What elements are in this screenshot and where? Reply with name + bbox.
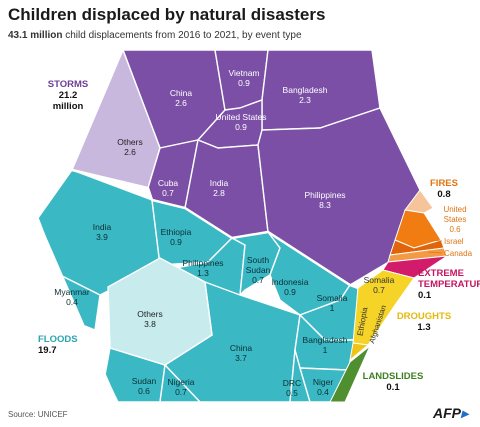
source-note: Source: UNICEF: [8, 410, 68, 419]
fires-label-canada: Canada: [444, 249, 473, 258]
landslides-cell: [329, 345, 371, 403]
extreme-category-name: TEMPERATURES: [418, 279, 480, 290]
floods-label-drc: DRC 0.5: [283, 378, 301, 398]
fires-label-states: States: [444, 215, 467, 224]
droughts-category-value: 1.3: [417, 322, 430, 333]
chart-title: Children displaced by natural disasters: [8, 5, 326, 24]
storms-label-india: India 2.8: [210, 178, 229, 198]
floods-label-nigeria: Nigeria 0.7: [168, 377, 195, 397]
landslides-category-value: 0.1: [386, 382, 400, 393]
floods-label-south-sudan: South Sudan 0.7: [246, 255, 271, 285]
floods-cell-nigeria: [159, 363, 202, 402]
storms-category-unit: million: [53, 101, 84, 112]
storms-label-others: Others 2.6: [117, 137, 143, 157]
droughts-category-name: DROUGHTS: [397, 311, 451, 322]
storms-label-philippines: Philippines 8.3: [304, 190, 345, 210]
floods-label-somalia: Somalia 1: [317, 293, 348, 313]
fires-cell-israel: [389, 239, 445, 256]
floods-label-india: India 3.9: [93, 222, 112, 242]
fires-category-value: 0.8: [437, 189, 450, 200]
floods-label-niger: Niger 0.4: [313, 377, 333, 397]
floods-label-sudan: Sudan 0.6: [132, 376, 157, 396]
droughts-label-somalia: Somalia: [364, 275, 395, 285]
droughts-label-somalia-value: 0.7: [373, 285, 385, 295]
landslides-category-name: LANDSLIDES: [363, 371, 424, 382]
floods-label-china: China 3.7: [230, 343, 252, 363]
fires-label-us-value: 0.6: [449, 225, 461, 234]
storms-label-united-states: United States 0.9: [215, 112, 266, 132]
afp-logo: AFP▸: [432, 405, 468, 421]
floods-cell-others: [107, 257, 213, 366]
extreme-category-value: 0.1: [418, 290, 432, 301]
floods-label-myanmar: Myanmar 0.4: [54, 287, 90, 307]
chart-subtitle: 43.1 million child displacements from 20…: [8, 30, 302, 41]
storms-floods-divider: [71, 168, 359, 290]
fires-label-israel: Israel: [444, 237, 464, 246]
storms-label-china: China 2.6: [170, 88, 192, 108]
floods-label-bangladesh: Bangladesh 1: [303, 335, 348, 355]
storms-category-name: STORMS: [48, 79, 88, 90]
floods-label-ethiopia: Ethiopia 0.9: [161, 227, 192, 247]
storms-category-value: 21.2: [59, 90, 78, 101]
fires-label-united: United: [443, 205, 466, 214]
extreme-category-name: EXTREME: [418, 268, 464, 279]
floods-label-indonesia: Indonesia 0.9: [272, 277, 309, 297]
storms-label-cuba: Cuba 0.7: [158, 178, 179, 198]
floods-category-name: FLOODS: [38, 334, 78, 345]
storms-label-bangladesh: Bangladesh 2.3: [283, 85, 328, 105]
fires-leader-israel: [429, 239, 443, 242]
floods-category-value: 19.7: [38, 345, 57, 356]
droughts-cell-afghanistan: [349, 342, 370, 362]
storms-label-vietnam: Vietnam 0.9: [228, 68, 259, 88]
floods-label-philippines: Philippines 1.3: [182, 258, 223, 278]
fires-leader-canada: [427, 251, 443, 254]
fires-category-name: FIRES: [430, 178, 458, 189]
floods-label-others: Others 3.8: [137, 309, 163, 329]
